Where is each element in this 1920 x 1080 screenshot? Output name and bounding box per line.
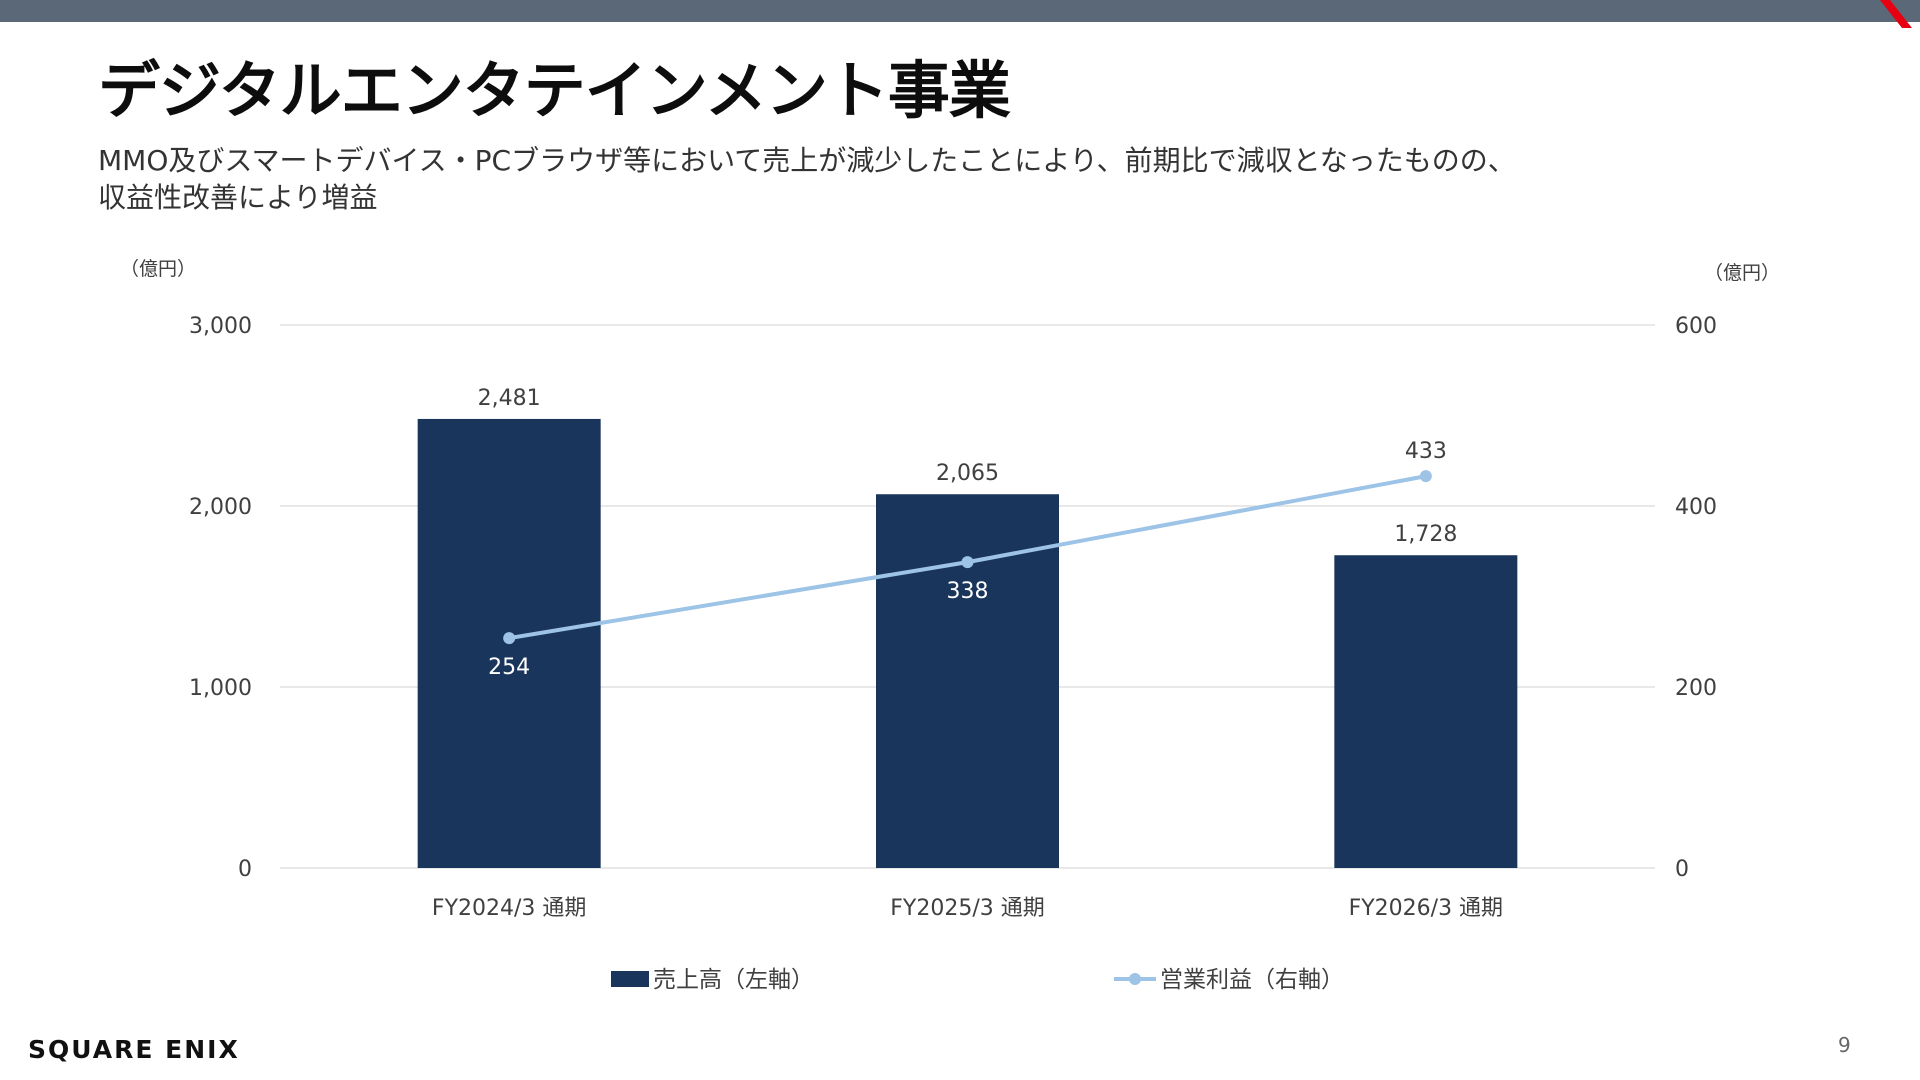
legend-marker-operating-income [1129,973,1141,985]
top-bar [0,0,1920,22]
line-value-label: 254 [488,655,530,680]
legend-swatch-sales [611,971,649,987]
line-value-label: 433 [1405,439,1447,464]
bar-value-label: 1,728 [1394,522,1457,547]
chart: 0 1,000 2,000 3,000 0 200 400 600 （億円） （億円） 2,481 2… [0,255,1920,995]
bar-value-label: 2,481 [478,386,541,411]
legend-label-sales: 売上高（左軸） [653,967,814,993]
square-enix-logo: SQUARE ENIX [28,1035,240,1064]
combo-chart: 0 1,000 2,000 3,000 0 200 400 600 （億円） （億円） 2,481 2… [120,258,1780,993]
line-point [1419,470,1432,483]
subtitle-line-1: MMO及びスマートデバイス・PCブラウザ等において売上が減少したことにより、前期… [98,144,1516,177]
y-right-tick-label: 600 [1675,314,1717,339]
y-left-tick-label: 1,000 [189,676,252,701]
line-point [961,556,974,569]
legend-label-operating-income: 営業利益（右軸） [1160,967,1344,993]
x-category-label: FY2025/3 通期 [890,896,1044,921]
page-title: デジタルエンタテインメント事業 [98,54,1011,127]
line-value-label: 338 [947,579,989,604]
x-category-label: FY2024/3 通期 [432,896,586,921]
red-accent-stripe [1880,0,1920,28]
y-right-tick-label: 400 [1675,495,1717,520]
y-left-tick-label: 3,000 [189,314,252,339]
line-point [503,632,516,645]
y-right-tick-label: 200 [1675,676,1717,701]
subtitle-line-2: 収益性改善により増益 [98,181,378,214]
y-right-unit-label: （億円） [1704,262,1780,284]
page-number: 9 [1838,1033,1851,1057]
bar-sales [1334,555,1518,868]
y-left-tick-label: 2,000 [189,495,252,520]
y-left-tick-label: 0 [238,857,252,882]
page-subtitle: MMO及びスマートデバイス・PCブラウザ等において売上が減少したことにより、前期… [98,142,1516,216]
x-category-label: FY2026/3 通期 [1349,896,1503,921]
y-right-tick-label: 0 [1675,857,1689,882]
y-left-unit-label: （億円） [120,258,196,280]
bar-value-label: 2,065 [936,461,999,486]
